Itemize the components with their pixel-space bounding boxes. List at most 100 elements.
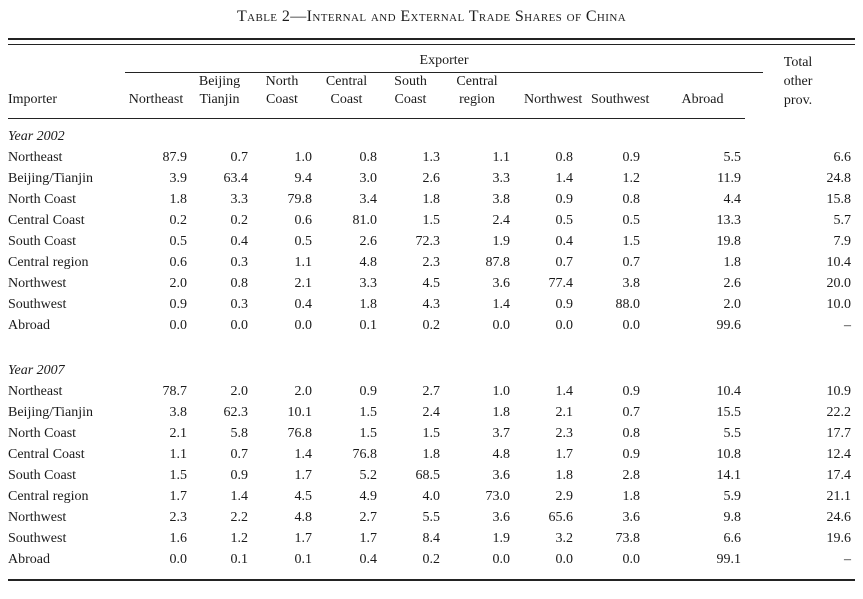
- importer-cell: North Coast: [8, 192, 77, 207]
- section-label-row: Year 2002: [8, 119, 855, 148]
- value-cell: 0.2: [422, 318, 441, 333]
- column-header-south-coast: South Coast: [381, 73, 444, 119]
- value-cell: 1.9: [492, 531, 511, 546]
- value-cell: 4.3: [422, 297, 441, 312]
- value-cell: 0.4: [555, 234, 574, 249]
- value-cell: 3.9: [169, 171, 188, 186]
- column-header-central-coast: Central Coast: [316, 73, 381, 119]
- value-cell: 0.0: [169, 552, 188, 567]
- value-cell: 0.7: [622, 255, 641, 270]
- value-cell: 3.6: [492, 510, 511, 525]
- importer-cell: Northeast: [8, 150, 63, 165]
- column-header-northeast: Northeast: [125, 73, 191, 119]
- value-cell: 63.4: [223, 171, 249, 186]
- value-cell: 3.2: [555, 531, 574, 546]
- column-header-north-coast: North Coast: [252, 73, 316, 119]
- value-cell: 0.2: [169, 213, 188, 228]
- total-value-cell: 6.6: [833, 150, 852, 165]
- value-cell: 3.6: [622, 510, 641, 525]
- value-cell: 15.5: [716, 405, 742, 420]
- value-cell: 8.4: [422, 531, 441, 546]
- value-cell: 0.0: [555, 318, 574, 333]
- value-cell: 0.5: [169, 234, 188, 249]
- value-cell: 2.3: [555, 426, 574, 441]
- column-header-northwest: Northwest: [514, 73, 582, 119]
- value-cell: 10.4: [716, 384, 742, 399]
- value-cell: 0.9: [622, 447, 641, 462]
- value-cell: 9.4: [294, 171, 313, 186]
- value-cell: 1.4: [230, 489, 249, 504]
- value-cell: 5.8: [230, 426, 249, 441]
- value-cell: 14.1: [716, 468, 742, 483]
- table-row-year-2007-central-coast: Central Coast 1.1 0.7 1.4 76.8 1.8 4.8 1.7 0.9 10…: [8, 444, 855, 465]
- value-cell: 4.4: [723, 192, 742, 207]
- value-cell: 0.9: [555, 192, 574, 207]
- total-value-cell: 24.8: [826, 171, 852, 186]
- table-row-year-2002-north-coast: North Coast 1.8 3.3 79.8 3.4 1.8 3.8 0.9 0.8 4.4 1…: [8, 189, 855, 210]
- value-cell: 1.1: [169, 447, 188, 462]
- table-row-year-2007-central-region: Central region 1.7 1.4 4.5 4.9 4.0 73.0 2.9 1.8 5…: [8, 486, 855, 507]
- value-cell: 1.5: [422, 213, 441, 228]
- value-cell: 1.8: [169, 192, 188, 207]
- value-cell: 78.7: [162, 384, 188, 399]
- value-cell: 0.0: [492, 318, 511, 333]
- value-cell: 0.1: [359, 318, 378, 333]
- value-cell: 4.0: [422, 489, 441, 504]
- value-cell: 1.3: [422, 150, 441, 165]
- value-cell: 0.0: [294, 318, 313, 333]
- value-cell: 6.6: [723, 531, 742, 546]
- value-cell: 2.1: [169, 426, 188, 441]
- value-cell: 19.8: [716, 234, 742, 249]
- value-cell: 99.1: [716, 552, 742, 567]
- value-cell: 2.6: [359, 234, 378, 249]
- table-row-year-2002-abroad: Abroad 0.0 0.0 0.0 0.1 0.2 0.0 0.0 0.0 99.6 –: [8, 315, 855, 336]
- column-header-importer: Importer: [8, 73, 125, 119]
- total-value-cell: 12.4: [826, 447, 852, 462]
- value-cell: 77.4: [548, 276, 574, 291]
- value-cell: 81.0: [352, 213, 378, 228]
- value-cell: 88.0: [615, 297, 641, 312]
- value-cell: 3.4: [359, 192, 378, 207]
- value-cell: 0.9: [359, 384, 378, 399]
- value-cell: 0.4: [230, 234, 249, 249]
- importer-cell: South Coast: [8, 234, 77, 249]
- value-cell: 2.6: [723, 276, 742, 291]
- value-cell: 62.3: [223, 405, 249, 420]
- value-cell: 2.7: [359, 510, 378, 525]
- value-cell: 0.5: [555, 213, 574, 228]
- value-cell: 72.3: [415, 234, 441, 249]
- section-label-year-2007: Year 2007: [8, 363, 65, 378]
- value-cell: 1.4: [555, 171, 574, 186]
- value-cell: 0.0: [492, 552, 511, 567]
- table-row-year-2002-central-coast: Central Coast 0.2 0.2 0.6 81.0 1.5 2.4 0.5 0.5 13…: [8, 210, 855, 231]
- value-cell: 0.9: [555, 297, 574, 312]
- total-value-cell: 5.7: [833, 213, 852, 228]
- importer-cell: Northwest: [8, 276, 67, 291]
- importer-cell: Abroad: [8, 318, 50, 333]
- total-value-cell: 10.4: [826, 255, 852, 270]
- value-cell: 1.2: [622, 171, 641, 186]
- total-value-cell: 22.2: [826, 405, 852, 420]
- value-cell: 0.4: [294, 297, 313, 312]
- table-row-year-2002-beijing-tianjin: Beijing/Tianjin 3.9 63.4 9.4 3.0 2.6 3.3 1.4 1.2…: [8, 168, 855, 189]
- value-cell: 5.9: [723, 489, 742, 504]
- value-cell: 2.3: [422, 255, 441, 270]
- column-header-southwest: Southwest: [577, 73, 649, 119]
- value-cell: 2.0: [169, 276, 188, 291]
- value-cell: 2.8: [622, 468, 641, 483]
- table-row-year-2007-beijing-tianjin: Beijing/Tianjin 3.8 62.3 10.1 1.5 2.4 1.8 2.1 0.…: [8, 402, 855, 423]
- value-cell: 1.8: [422, 447, 441, 462]
- value-cell: 73.0: [485, 489, 511, 504]
- value-cell: 65.6: [548, 510, 574, 525]
- value-cell: 3.7: [492, 426, 511, 441]
- total-value-cell: 17.4: [826, 468, 852, 483]
- value-cell: 3.6: [492, 276, 511, 291]
- value-cell: 2.2: [230, 510, 249, 525]
- value-cell: 1.0: [492, 384, 511, 399]
- table-row-year-2002-northwest: Northwest 2.0 0.8 2.1 3.3 4.5 3.6 77.4 3.8 2.6 20.…: [8, 273, 855, 294]
- exporter-group-row: Exporter Total other prov.: [8, 45, 855, 108]
- value-cell: 1.1: [294, 255, 313, 270]
- importer-cell: Central region: [8, 255, 89, 270]
- total-value-cell: 24.6: [826, 510, 852, 525]
